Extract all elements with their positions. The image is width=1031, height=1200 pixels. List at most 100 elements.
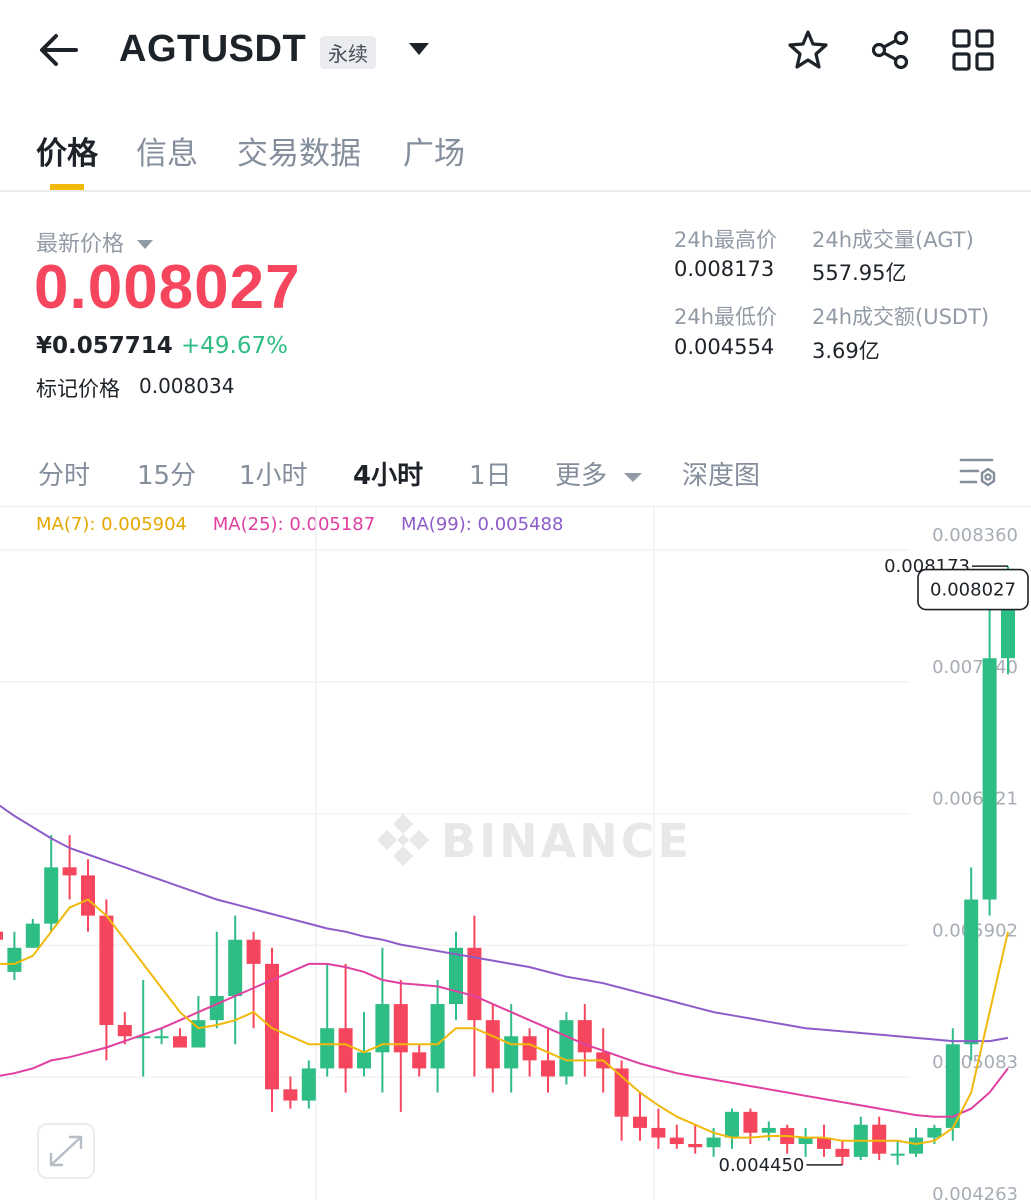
tab-info[interactable]: 信息 <box>136 136 198 172</box>
candle-body <box>209 996 224 1021</box>
candle-body <box>817 1137 831 1149</box>
candle-body <box>338 1028 353 1069</box>
caret-down-icon <box>624 473 643 482</box>
high-24h-label: 24h最高价 <box>674 228 778 252</box>
caret-down-icon <box>137 240 154 249</box>
active-tab-indicator <box>50 184 84 191</box>
candle-body <box>633 1116 647 1128</box>
chart-grid <box>0 507 910 1200</box>
binance-watermark: BINANCE <box>377 814 692 868</box>
moving-averages <box>0 804 1009 1146</box>
candle-body <box>81 875 95 916</box>
current-price-tag-box <box>917 568 1029 611</box>
candle-body <box>99 915 114 1025</box>
candle-body <box>0 931 3 940</box>
ma99-line <box>0 804 1009 1043</box>
candle-body <box>927 1127 942 1138</box>
candle-body <box>669 1137 684 1145</box>
ma7-legend: MA(7): 0.005904 <box>36 514 188 535</box>
candle-body <box>798 1137 813 1145</box>
kline-chart[interactable]: BINANCE 0.0083600.0075400.0067210.005902… <box>0 507 1031 1200</box>
candle-body <box>412 1052 427 1069</box>
candle-body <box>761 1127 776 1133</box>
watermark-text: BINANCE <box>441 814 692 868</box>
ma25-line <box>0 962 1009 1118</box>
candle-body <box>430 1004 445 1069</box>
expand-chart-button[interactable] <box>37 1123 95 1179</box>
interval-15m[interactable]: 15分 <box>137 461 197 491</box>
candle-body <box>872 1124 887 1154</box>
ma7-line <box>0 898 1009 1146</box>
candle-body <box>964 899 979 1045</box>
interval-more[interactable]: 更多 <box>555 455 644 492</box>
cny-price: ¥0.057714 <box>36 333 173 359</box>
interval-4h[interactable]: 4小时 <box>353 461 424 491</box>
low-marker-label: 0.004450 <box>719 1155 805 1176</box>
candle-body <box>559 1020 574 1077</box>
tab-square[interactable]: 广场 <box>403 136 465 172</box>
volume-base-label: 24h成交量(AGT) <box>812 228 974 252</box>
tab-price[interactable]: 价格 <box>36 136 98 172</box>
candle-body <box>945 1044 960 1128</box>
ma99-legend: MA(99): 0.005488 <box>400 514 564 535</box>
candle-body <box>265 963 279 1090</box>
candle-body <box>449 947 463 1005</box>
last-price-label: 最新价格 <box>36 232 125 257</box>
volume-quote-label: 24h成交额(USDT) <box>812 305 990 329</box>
interval-line[interactable]: 分时 <box>38 461 91 491</box>
candle-body <box>283 1089 298 1101</box>
candle-body <box>706 1137 721 1148</box>
candle-body <box>136 1036 151 1039</box>
y-axis-label: 0.006721 <box>932 789 1018 810</box>
y-axis-label: 0.004263 <box>932 1184 1018 1200</box>
interval-divider <box>0 506 1031 507</box>
candle-body <box>577 1020 592 1053</box>
tab-trading-data[interactable]: 交易数据 <box>237 136 361 172</box>
last-price-value: 0.008027 <box>34 253 301 322</box>
mark-price-label: 标记价格 <box>36 377 120 401</box>
candle-body <box>62 867 77 876</box>
candle-body <box>7 947 22 972</box>
candle-body <box>725 1111 739 1138</box>
candle-body <box>522 1036 537 1061</box>
interval-1d[interactable]: 1日 <box>469 461 512 491</box>
low-24h-label: 24h最低价 <box>674 305 778 329</box>
candle-body <box>173 1036 187 1048</box>
high-24h-value: 0.008173 <box>674 257 775 281</box>
chart-settings-icon[interactable] <box>958 454 998 490</box>
symbol-title[interactable]: AGTUSDT <box>119 28 307 70</box>
current-price-tag: 0.008027 <box>930 580 1016 601</box>
grid-icon[interactable] <box>951 28 995 72</box>
mark-price-value: 0.008034 <box>139 374 235 398</box>
star-icon[interactable] <box>786 28 830 72</box>
candle-body <box>154 1036 169 1039</box>
share-icon[interactable] <box>868 28 912 72</box>
candle-body <box>485 1020 500 1069</box>
candle-body <box>393 1004 408 1053</box>
candle-body <box>688 1144 703 1148</box>
y-axis-label: 0.005083 <box>932 1052 1018 1073</box>
caret-down-icon[interactable] <box>406 40 432 58</box>
candle-body <box>651 1127 666 1138</box>
price-change: +49.67% <box>181 333 288 359</box>
ma-legend: MA(7): 0.005904 MA(25): 0.005187 MA(99):… <box>36 514 563 535</box>
last-price-label-row[interactable]: 最新价格 <box>36 226 155 258</box>
candle-body <box>246 939 261 964</box>
volume-quote-value: 3.69亿 <box>812 339 880 363</box>
back-arrow-icon[interactable] <box>38 30 80 70</box>
candle-body <box>743 1111 758 1133</box>
candle-body <box>909 1137 923 1154</box>
contract-type-badge: 永续 <box>320 36 376 69</box>
depth-chart-tab[interactable]: 深度图 <box>682 461 761 491</box>
candle-body <box>320 1028 335 1069</box>
candle-body <box>117 1024 132 1037</box>
interval-1h[interactable]: 1小时 <box>239 461 308 491</box>
candle-body <box>228 939 243 997</box>
candle-body <box>890 1153 905 1156</box>
candle-body <box>25 923 40 948</box>
volume-base-value: 557.95亿 <box>812 261 907 285</box>
tabs-divider <box>0 190 1031 192</box>
y-axis-label: 0.008360 <box>932 525 1018 546</box>
candle-body <box>541 1060 555 1077</box>
